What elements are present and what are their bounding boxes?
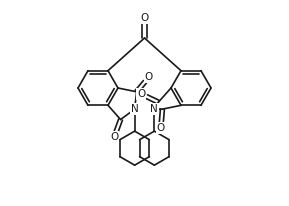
Text: N: N: [151, 104, 158, 114]
Text: O: O: [110, 132, 118, 142]
Text: N: N: [131, 104, 138, 114]
Text: O: O: [157, 123, 165, 133]
Text: O: O: [137, 89, 145, 99]
Text: O: O: [140, 13, 149, 23]
Text: O: O: [144, 72, 153, 82]
